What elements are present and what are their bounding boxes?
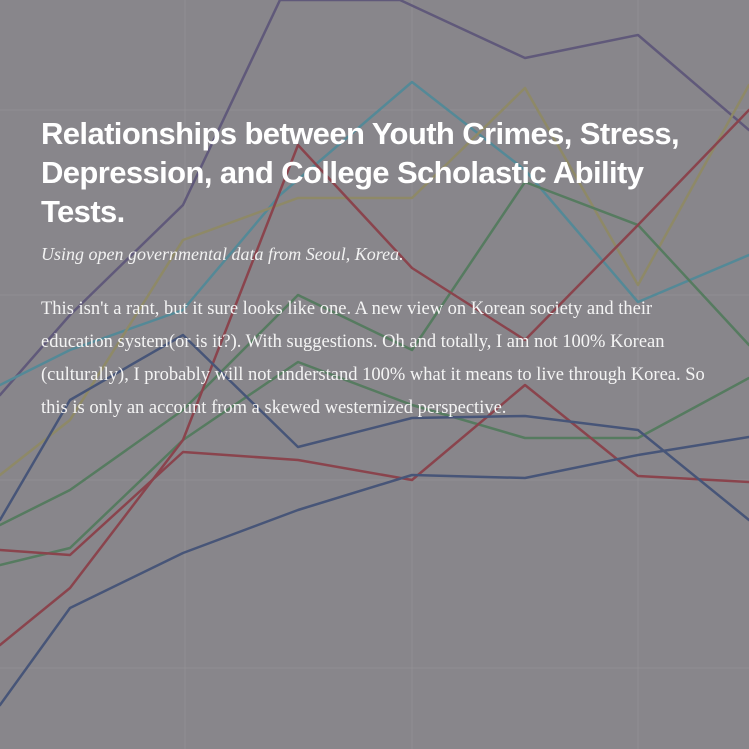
purple-series-line	[0, 0, 749, 397]
navy-upper-series-line	[0, 333, 749, 522]
red-lower-series-line	[0, 383, 749, 557]
green-lower-series-line	[0, 360, 749, 567]
navy-series-line	[0, 435, 749, 707]
article-header: Relationships between Youth Crimes, Stre…	[41, 114, 721, 425]
article-subtitle: Using open governmental data from Seoul,…	[41, 244, 404, 264]
article-intro: This isn't a rant, but it sure looks lik…	[41, 299, 705, 418]
red-series-line	[0, 108, 749, 647]
teal-series-line	[0, 80, 749, 387]
green-series-line	[0, 180, 749, 527]
article-title: Relationships between Youth Crimes, Stre…	[41, 116, 680, 229]
